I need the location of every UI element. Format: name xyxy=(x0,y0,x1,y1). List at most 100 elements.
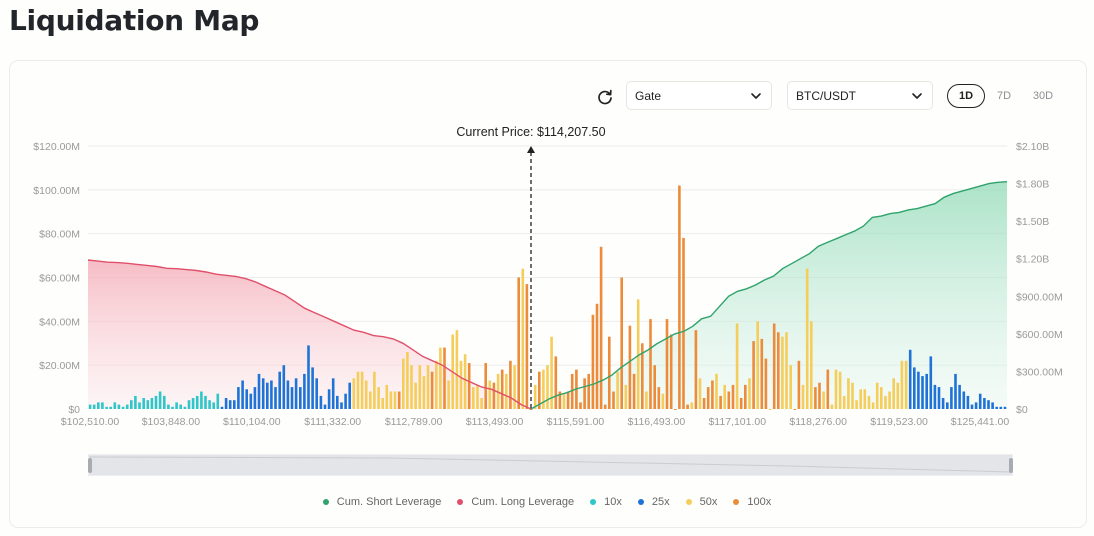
legend-item-10x[interactable]: 10x xyxy=(590,496,622,508)
y-right-tick-label: $2.10B xyxy=(1016,141,1049,153)
liquidation-bar xyxy=(402,358,405,409)
legend-item-50x[interactable]: 50x xyxy=(685,496,717,508)
legend-item-cum-short[interactable]: Cum. Short Leverage xyxy=(322,496,442,508)
liquidation-bar xyxy=(838,371,842,409)
chevron-down-icon xyxy=(751,93,761,99)
exchange-select[interactable]: Gate xyxy=(626,81,772,110)
liquidation-bar xyxy=(941,398,945,409)
liquidation-bar xyxy=(884,395,887,409)
liquidation-bar xyxy=(789,365,792,409)
legend-dot-icon xyxy=(733,499,740,505)
liquidation-bar xyxy=(735,323,739,409)
x-tick-label: $113,493.00 xyxy=(466,416,524,428)
liquidation-bar xyxy=(958,384,961,409)
y-left-tick-label: $0 xyxy=(68,404,80,416)
liquidation-bar xyxy=(241,380,244,409)
liquidation-bar xyxy=(1003,406,1007,409)
liquidation-chart: $0 $20.00M $40.00M $60.00M $80.00M $100.00M $1… xyxy=(33,125,1063,428)
y-left-tick-label: $100.00M xyxy=(33,185,80,197)
liquidation-bar xyxy=(521,268,525,409)
liquidation-bar xyxy=(739,398,743,409)
legend-dot-icon xyxy=(637,499,644,505)
liquidation-bar xyxy=(624,384,628,409)
liquidation-bar xyxy=(488,380,492,409)
liquidation-bar xyxy=(233,400,236,409)
liquidation-bar xyxy=(946,402,949,409)
liquidation-bar xyxy=(587,373,590,409)
liquidation-bar xyxy=(669,334,673,409)
liquidation-bar xyxy=(253,387,257,409)
refresh-icon[interactable] xyxy=(596,88,614,106)
liquidation-bar xyxy=(191,398,195,409)
liquidation-bar xyxy=(435,360,438,409)
slider-handle-left[interactable] xyxy=(88,458,92,473)
y-left-tick-label: $120.00M xyxy=(33,141,80,153)
liquidation-bar xyxy=(851,382,854,409)
liquidation-bar xyxy=(138,402,141,409)
slider-handle-right[interactable] xyxy=(1009,458,1013,473)
liquidation-bar xyxy=(925,373,928,409)
range-7d-button[interactable]: 7D xyxy=(996,90,1012,102)
liquidation-bar xyxy=(204,395,207,409)
liquidation-bar xyxy=(760,338,764,409)
x-tick-label: $115,591.00 xyxy=(547,416,605,428)
liquidation-bar xyxy=(566,391,570,409)
pair-select[interactable]: BTC/USDT xyxy=(787,81,933,110)
slider-preview xyxy=(89,456,1012,473)
liquidation-bar xyxy=(686,404,689,409)
legend-item-25x[interactable]: 25x xyxy=(637,496,670,508)
range-30d-button[interactable]: 30D xyxy=(1032,90,1054,102)
liquidation-bar xyxy=(397,391,401,409)
liquidation-bar xyxy=(513,365,516,409)
liquidation-bar xyxy=(752,341,755,409)
liquidation-bar xyxy=(439,347,442,409)
liquidation-bar xyxy=(748,378,751,409)
liquidation-bar xyxy=(678,185,681,409)
liquidation-bar xyxy=(542,369,545,409)
liquidation-bar xyxy=(888,391,891,409)
liquidation-bar xyxy=(917,371,920,409)
liquidation-bar xyxy=(636,299,640,409)
liquidation-bar xyxy=(657,387,661,409)
x-tick-label: $118,276.00 xyxy=(789,416,847,428)
liquidation-bar xyxy=(517,277,520,409)
liquidation-bar xyxy=(237,387,240,409)
liquidation-bar xyxy=(150,398,154,409)
zoom-slider[interactable] xyxy=(88,454,1013,476)
page-title: Liquidation Map xyxy=(9,4,260,37)
liquidation-bar xyxy=(810,321,813,409)
liquidation-bar xyxy=(620,277,623,409)
liquidation-bar xyxy=(430,371,434,409)
y-right-tick-label: $900.00M xyxy=(1016,291,1063,303)
liquidation-bar xyxy=(261,378,265,409)
y-left-tick-label: $60.00M xyxy=(39,273,80,285)
range-1d-button[interactable]: 1D xyxy=(947,84,985,108)
liquidation-bar xyxy=(562,393,566,409)
liquidation-bar xyxy=(822,391,825,409)
liquidation-bar xyxy=(121,406,125,409)
x-tick-label: $125,441.00 xyxy=(951,416,1010,428)
cum-short-line xyxy=(530,181,1008,410)
legend-label: Cum. Short Leverage xyxy=(336,496,442,508)
liquidation-bar xyxy=(274,387,277,409)
liquidation-bar xyxy=(983,398,986,409)
liquidation-bar xyxy=(509,360,512,409)
liquidation-bar xyxy=(356,371,360,409)
liquidation-bar xyxy=(694,330,698,409)
liquidation-bar xyxy=(632,373,636,409)
liquidation-bar xyxy=(117,404,121,409)
legend-item-cum-long[interactable]: Cum. Long Leverage xyxy=(457,496,574,508)
legend-dot-icon xyxy=(457,499,464,505)
legend-item-100x[interactable]: 100x xyxy=(733,496,771,508)
liquidation-bar xyxy=(702,398,706,409)
liquidation-bar xyxy=(674,409,677,410)
liquidation-bar xyxy=(364,380,368,409)
liquidation-bar xyxy=(331,378,335,409)
legend-label: 100x xyxy=(747,496,772,508)
exchange-select-value: Gate xyxy=(635,88,662,103)
liquidation-bar xyxy=(455,330,459,409)
liquidation-bar xyxy=(933,384,937,409)
liquidation-bar xyxy=(756,321,759,409)
liquidation-bar xyxy=(385,384,389,409)
liquidation-bar xyxy=(970,404,974,409)
